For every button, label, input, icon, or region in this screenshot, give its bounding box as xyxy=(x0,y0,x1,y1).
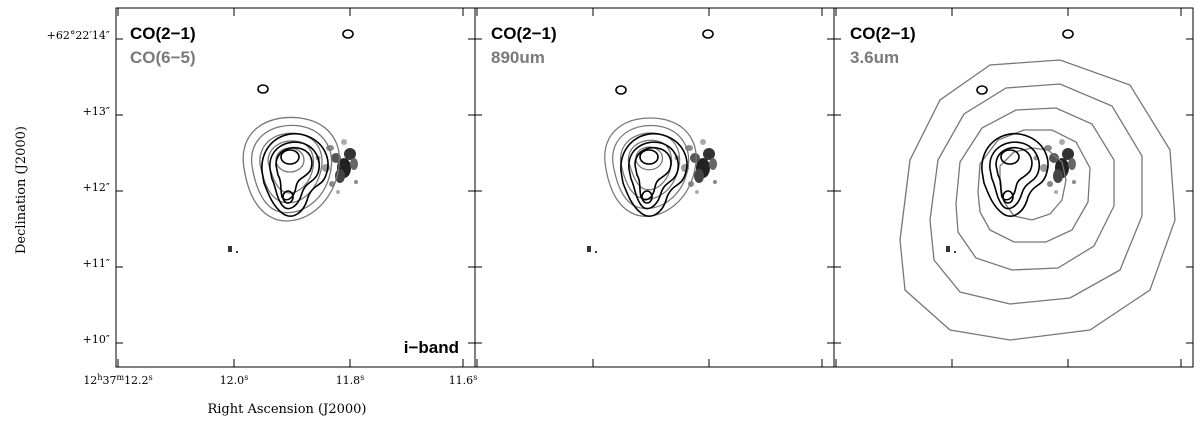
x-tick-label: 11.6s xyxy=(449,373,478,387)
y-tick-label: +10″ xyxy=(83,333,110,346)
panel-label-secondary: 890um xyxy=(491,48,545,67)
y-tick-label: +11″ xyxy=(83,257,110,270)
panel-2: CO(2−1) 890um xyxy=(474,7,835,368)
panel-frame xyxy=(833,7,1194,368)
panel-label-secondary: 3.6um xyxy=(850,48,899,67)
x-tick-label: 11.8s xyxy=(336,373,365,387)
y-tick-label: +13″ xyxy=(83,105,110,118)
panel-label-primary: CO(2−1) xyxy=(130,24,196,43)
panel-label-secondary: CO(6−5) xyxy=(130,48,196,67)
x-axis-title: Right Ascension (J2000) xyxy=(207,402,366,417)
y-axis-title: Declination (J2000) xyxy=(14,126,29,254)
panel-1: CO(2−1) CO(6−5) i−band xyxy=(115,7,476,368)
x-tick-labels: 12h37m12.2s 12.0s 11.8s 11.6s xyxy=(83,373,477,387)
panel-3: CO(2−1) 3.6um xyxy=(833,7,1194,368)
x-tick-label: 12.0s xyxy=(220,373,249,387)
panel-label-primary: CO(2−1) xyxy=(491,24,557,43)
band-label: i−band xyxy=(404,338,459,357)
y-tick-labels: +62°22′14″ +13″ +12″ +11″ +10″ xyxy=(47,29,110,346)
x-tick-label: 12h37m12.2s xyxy=(83,373,152,387)
y-tick-label: +12″ xyxy=(83,181,110,194)
panel-label-primary: CO(2−1) xyxy=(850,24,916,43)
y-tick-label: +62°22′14″ xyxy=(47,29,110,42)
